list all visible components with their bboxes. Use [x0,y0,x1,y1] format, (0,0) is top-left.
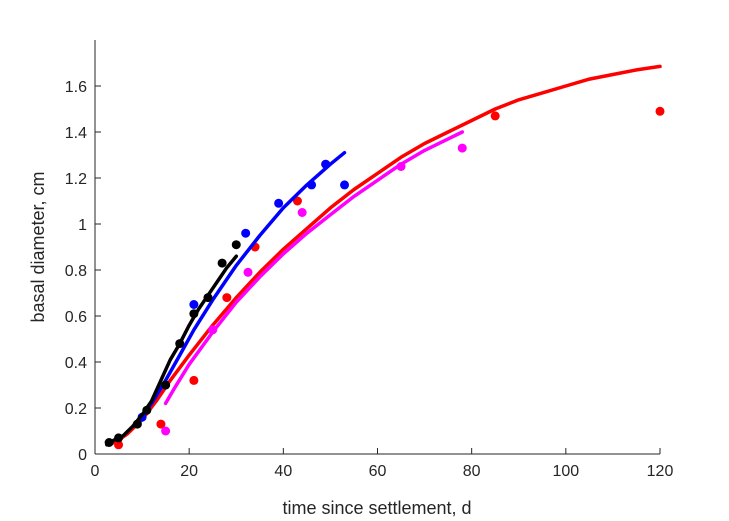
data-point [161,380,171,390]
y-tick-label: 1 [78,217,87,234]
x-axis-label: time since settlement, d [282,498,471,518]
x-tick-label: 60 [369,463,387,480]
x-tick-label: 0 [91,463,100,480]
data-point [297,208,307,217]
y-tick-label: 0 [78,447,87,464]
fit-curve [105,254,239,447]
y-tick-label: 1.4 [65,125,87,142]
plot-area [104,64,665,450]
data-point [114,440,124,450]
data-point [396,162,406,171]
data-point [203,293,213,303]
data-point [340,180,350,190]
data-point [274,198,284,208]
data-point [104,438,114,447]
data-point [231,240,241,250]
x-tick-label: 100 [552,463,579,480]
y-tick-label: 0.2 [65,401,87,418]
x-tick-label: 40 [274,463,292,480]
ticks: 0 20 40 60 80 100 120 0 0.2 0.4 0.6 0.8 1 1.2 1.4 1.6 [65,79,674,480]
data-point [189,309,199,319]
y-tick-label: 0.8 [65,263,87,280]
data-point [114,433,124,443]
data-point [175,339,185,349]
data-point [208,325,218,335]
data-point [241,228,251,238]
fit-curve [163,130,465,406]
data-point [457,143,467,153]
data-point [307,180,317,190]
data-point [217,258,227,268]
y-tick-label: 1.2 [65,171,87,188]
data-point [156,419,166,429]
data-point [142,405,152,415]
series-group [107,64,665,450]
axes [94,40,660,455]
x-tick-label: 80 [463,463,481,480]
data-point [321,159,331,169]
fit-curve [107,64,662,447]
x-tick-label: 120 [647,463,674,480]
series-group [161,130,467,436]
y-axis-label: basal diameter, cm [28,171,48,322]
data-point [292,196,302,206]
data-point [222,293,232,303]
data-point [189,300,199,309]
data-point [161,426,171,436]
y-tick-label: 0.6 [65,309,87,326]
x-tick-label: 20 [180,463,198,480]
data-point [132,419,142,429]
data-point [243,267,253,277]
data-point [490,111,500,121]
data-point [655,106,665,116]
y-tick-label: 1.6 [65,79,87,96]
series-group [104,240,241,447]
data-point [189,375,199,385]
y-tick-label: 0.4 [65,355,87,372]
